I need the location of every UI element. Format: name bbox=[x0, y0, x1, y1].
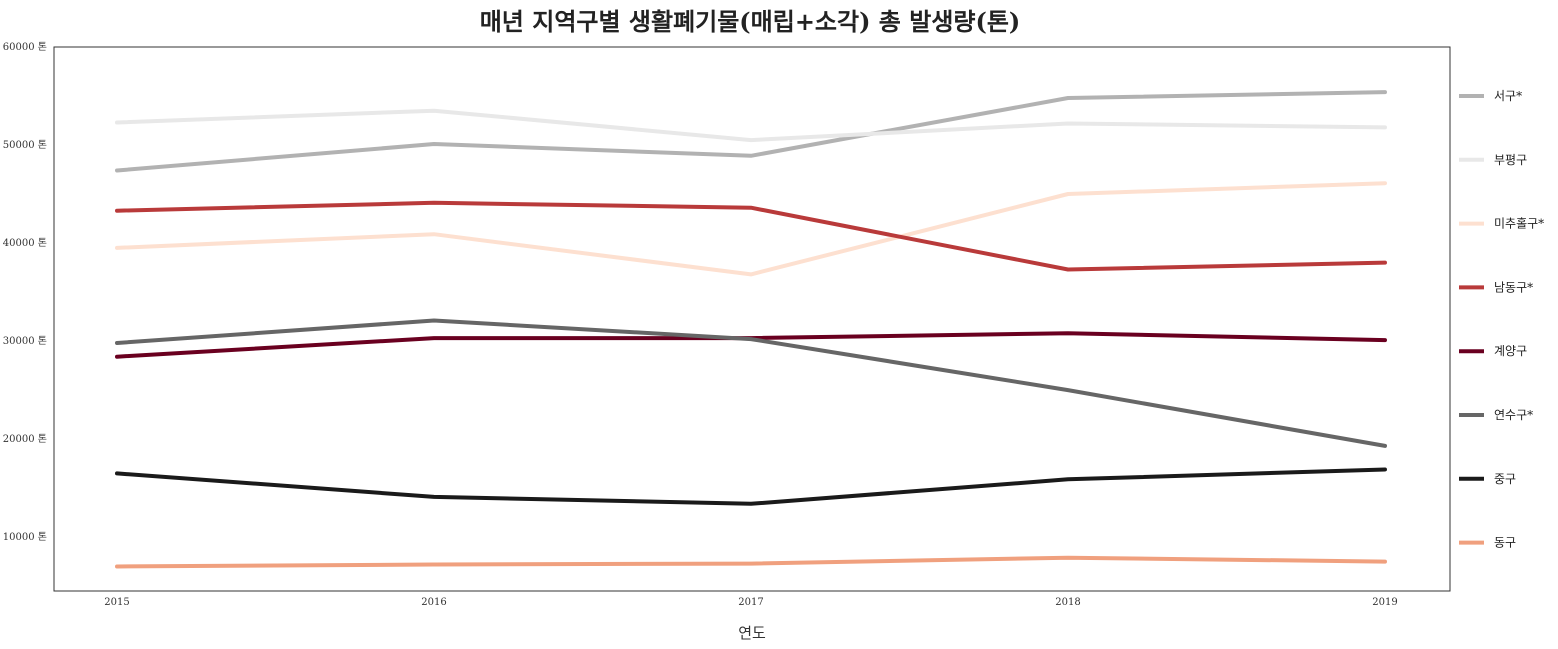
data-point bbox=[432, 336, 436, 340]
y-tick-label: 20000 톤 bbox=[3, 433, 47, 445]
data-point bbox=[115, 564, 119, 568]
data-point bbox=[1383, 181, 1387, 185]
data-point bbox=[749, 502, 753, 506]
legend-label: 중구 bbox=[1494, 472, 1516, 486]
data-point bbox=[1383, 560, 1387, 564]
data-point bbox=[749, 337, 753, 341]
x-tick-label: 2018 bbox=[1055, 597, 1080, 608]
chart-title: 매년 지역구별 생활폐기물(매립+소각) 총 발생량(톤) bbox=[479, 7, 1021, 36]
legend-label: 서구* bbox=[1494, 89, 1522, 103]
data-point bbox=[1066, 192, 1070, 196]
x-tick-label: 2016 bbox=[421, 597, 446, 608]
data-point bbox=[115, 471, 119, 475]
data-point bbox=[1066, 121, 1070, 125]
x-tick-label: 2017 bbox=[738, 597, 763, 608]
data-point bbox=[432, 109, 436, 113]
series-line bbox=[115, 200, 1387, 272]
data-point bbox=[115, 355, 119, 359]
y-tick-label: 40000 톤 bbox=[3, 237, 47, 249]
data-point bbox=[432, 318, 436, 322]
data-point bbox=[1383, 261, 1387, 265]
data-point bbox=[1383, 467, 1387, 471]
series-line bbox=[115, 108, 1387, 143]
data-point bbox=[1066, 477, 1070, 481]
data-point bbox=[115, 120, 119, 124]
y-tick-label: 60000 톤 bbox=[3, 41, 47, 53]
data-point bbox=[749, 154, 753, 158]
series-line bbox=[115, 90, 1387, 173]
series-line bbox=[115, 555, 1387, 569]
x-tick-label: 2019 bbox=[1372, 597, 1397, 608]
y-tick-label: 30000 톤 bbox=[3, 335, 47, 347]
legend-label: 연수구* bbox=[1494, 408, 1533, 422]
plot-frame bbox=[53, 46, 1451, 592]
y-tick-label: 50000 톤 bbox=[3, 139, 47, 151]
data-point bbox=[749, 138, 753, 142]
data-point bbox=[115, 341, 119, 345]
data-point bbox=[1066, 556, 1070, 560]
data-point bbox=[1066, 388, 1070, 392]
data-point bbox=[432, 232, 436, 236]
data-point bbox=[749, 562, 753, 566]
x-tick-label: 2015 bbox=[104, 597, 129, 608]
legend-label: 동구 bbox=[1494, 536, 1516, 550]
data-point bbox=[1066, 331, 1070, 335]
data-point bbox=[1066, 96, 1070, 100]
series-line bbox=[115, 181, 1387, 277]
data-point bbox=[1383, 90, 1387, 94]
data-point bbox=[115, 169, 119, 173]
series-line bbox=[115, 318, 1387, 448]
data-point bbox=[432, 142, 436, 146]
x-axis-label: 연도 bbox=[738, 624, 766, 642]
legend-label: 미추홀구* bbox=[1494, 217, 1544, 231]
y-tick-label: 10000 톤 bbox=[3, 531, 47, 543]
legend-label: 남동구* bbox=[1494, 280, 1533, 294]
legend-label: 부평구 bbox=[1494, 153, 1527, 167]
data-point bbox=[1066, 268, 1070, 272]
data-point bbox=[432, 563, 436, 567]
data-point bbox=[749, 206, 753, 210]
data-point bbox=[1383, 338, 1387, 342]
data-point bbox=[432, 495, 436, 499]
data-point bbox=[1383, 125, 1387, 129]
data-point bbox=[115, 246, 119, 250]
series-line bbox=[115, 467, 1387, 506]
data-point bbox=[749, 272, 753, 276]
data-point bbox=[115, 209, 119, 213]
legend-label: 계양구 bbox=[1494, 344, 1527, 358]
data-point bbox=[432, 201, 436, 205]
data-point bbox=[1383, 444, 1387, 448]
